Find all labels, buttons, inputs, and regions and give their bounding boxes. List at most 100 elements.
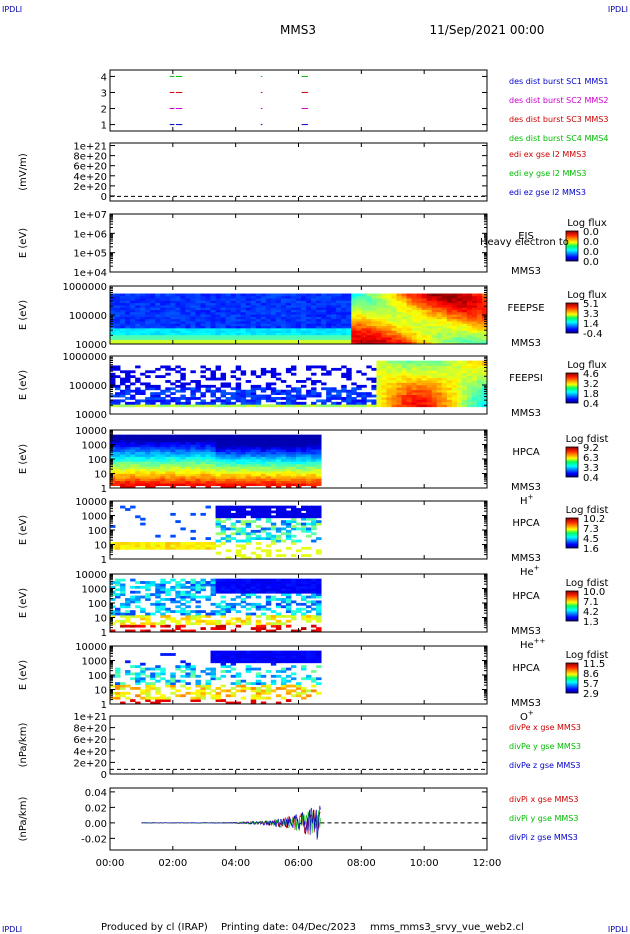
spacecraft-label: MMS3 [511, 408, 541, 419]
spectrogram-cell [205, 544, 211, 548]
spectrogram-cell [295, 394, 302, 398]
spectrogram-cell [120, 483, 126, 486]
spectrogram-cell [155, 375, 161, 379]
spectrogram-cell [280, 434, 287, 438]
spectrogram-cell [476, 401, 483, 405]
spectrogram-cell [155, 583, 161, 587]
spectrogram-cell [230, 444, 237, 448]
spectrogram-cell [140, 316, 146, 320]
spectrogram-cell [120, 441, 126, 445]
spectrogram-cell [451, 293, 458, 297]
spectrogram-cell [150, 544, 156, 548]
spectrogram-cell [160, 458, 166, 462]
spectrogram-cell [230, 311, 237, 315]
spectrogram-cell [270, 454, 277, 457]
spectrogram-cell [115, 696, 121, 700]
spectrogram-cell [306, 480, 312, 484]
spectrogram-cell [275, 605, 282, 609]
spectrogram-cell [180, 377, 186, 381]
spectrogram-cell [396, 370, 402, 374]
spectrogram-cell [391, 341, 397, 345]
spectrogram-cell [396, 397, 402, 400]
spectrogram-cell [356, 401, 362, 405]
spectrogram-cell [401, 384, 407, 388]
spectrogram-cell [195, 546, 201, 550]
spectrogram-cell [431, 330, 438, 333]
spectrogram-cell [115, 672, 121, 676]
spectrogram-cell [431, 302, 438, 306]
spectrogram-cell [235, 392, 242, 395]
spectrogram-cell [290, 458, 297, 462]
spectrogram-cell [230, 441, 237, 445]
y-tick-label: 1e+04 [73, 268, 107, 279]
spectrogram-cell [255, 515, 262, 519]
spectrogram-cell [145, 667, 151, 671]
spectrogram-cell [381, 399, 387, 403]
spectrogram-cell [230, 605, 237, 609]
spectrogram-cell [225, 508, 232, 511]
spectrogram-cell [446, 339, 453, 343]
spectrogram-cell [205, 307, 211, 310]
spectrogram-cell [456, 323, 463, 327]
spectrogram-cell [331, 295, 337, 299]
spectrogram-cell [175, 546, 181, 550]
spectrogram-cell [275, 539, 282, 543]
spectrogram-cell [240, 439, 247, 443]
spectrogram-cell [170, 309, 176, 313]
spectrogram-cell [356, 293, 362, 297]
spectrogram-cell [125, 293, 131, 297]
spectrogram-cell [406, 363, 412, 366]
spectrogram-cell [270, 375, 277, 379]
spectrogram-cell [316, 314, 322, 317]
spectrogram-cell [401, 404, 407, 408]
spectrogram-cell [145, 461, 151, 465]
spectrogram-cell [381, 404, 387, 408]
spectrogram-cell [301, 607, 307, 611]
spectrogram-cell [280, 483, 287, 486]
spectrogram-cell [391, 384, 397, 388]
spectrogram-cell [135, 330, 141, 333]
spectrogram-cell [316, 365, 322, 369]
spectrogram-cell [180, 602, 186, 606]
spectrogram-cell [321, 325, 327, 329]
spectrogram-cell [180, 341, 186, 345]
spectrogram-cell [140, 318, 146, 322]
spectrogram-cell [155, 298, 161, 301]
spectrogram-cell [250, 627, 257, 630]
spectrogram-cell [145, 387, 151, 391]
spectrogram-cell [215, 332, 221, 336]
spectrogram-cell [215, 466, 221, 469]
spectrogram-cell [115, 687, 121, 690]
spectrogram-cell [135, 298, 141, 301]
spectrogram-cell [421, 302, 428, 306]
spectrogram-cell [426, 311, 433, 315]
spectrogram-cell [135, 401, 141, 405]
spectrogram-cell [110, 454, 116, 457]
spectrogram-cell [225, 323, 232, 327]
spectrogram-cell [326, 389, 332, 393]
spectrogram-cell [265, 325, 272, 329]
spectrogram-cell [130, 434, 136, 438]
spectrogram-cell [130, 327, 136, 331]
spectrogram-cell [220, 439, 227, 443]
spectrogram-cell [120, 578, 126, 582]
spectrogram-cell [441, 334, 448, 338]
spectrogram-cell [295, 437, 302, 440]
spectrogram-cell [140, 449, 146, 453]
spectrogram-cell [311, 434, 317, 438]
spectrogram-cell [155, 689, 161, 693]
spectrogram-cell [255, 401, 262, 405]
spectrogram-cell [245, 471, 252, 474]
spectrogram-cell [135, 605, 141, 609]
spectrogram-cell [225, 337, 232, 340]
spectrogram-cell [210, 588, 216, 592]
spectrogram-cell [436, 332, 443, 336]
spectrogram-cell [210, 377, 216, 381]
spectrogram-cell [230, 478, 237, 482]
spectrogram-cell [125, 441, 131, 445]
spectrogram-cell [260, 323, 267, 327]
spectrogram-cell [120, 399, 126, 403]
spectrogram-cell [235, 475, 242, 479]
spectrogram-cell [326, 293, 332, 297]
spectrogram-cell [135, 679, 141, 683]
